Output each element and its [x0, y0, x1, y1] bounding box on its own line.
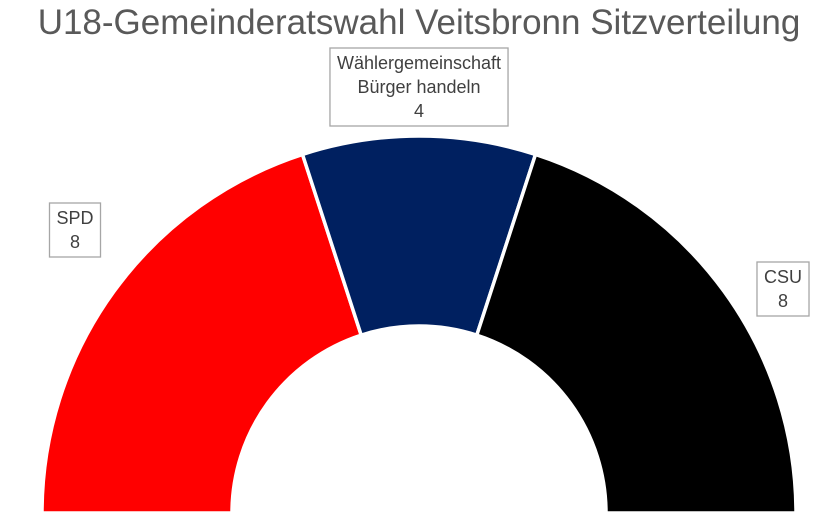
data-label-value: 8	[70, 232, 80, 252]
chart-title: U18-Gemeinderatswahl Veitsbronn Sitzvert…	[38, 3, 801, 42]
slice-csu	[475, 152, 798, 515]
data-label-category: CSU	[764, 267, 802, 287]
chart-data-labels: SPD 8 Wählergemeinschaft Bürger handeln 4 CSU…	[48, 47, 810, 317]
data-label-box	[48, 202, 102, 258]
data-label-value: 4	[414, 101, 424, 121]
data-label-box	[756, 261, 810, 317]
data-label-category: Bürger handeln	[357, 77, 480, 97]
data-label-2: CSU 8	[756, 261, 810, 317]
data-label-category: SPD	[56, 208, 93, 228]
data-label-category: Wählergemeinschaft	[337, 53, 501, 73]
data-label-0: SPD 8	[48, 202, 102, 258]
data-label-box	[329, 47, 509, 127]
data-label-value: 8	[778, 291, 788, 311]
slice-spd	[40, 152, 363, 515]
data-label-1: Wählergemeinschaft Bürger handeln 4	[329, 47, 509, 127]
chart-slices	[40, 134, 798, 515]
